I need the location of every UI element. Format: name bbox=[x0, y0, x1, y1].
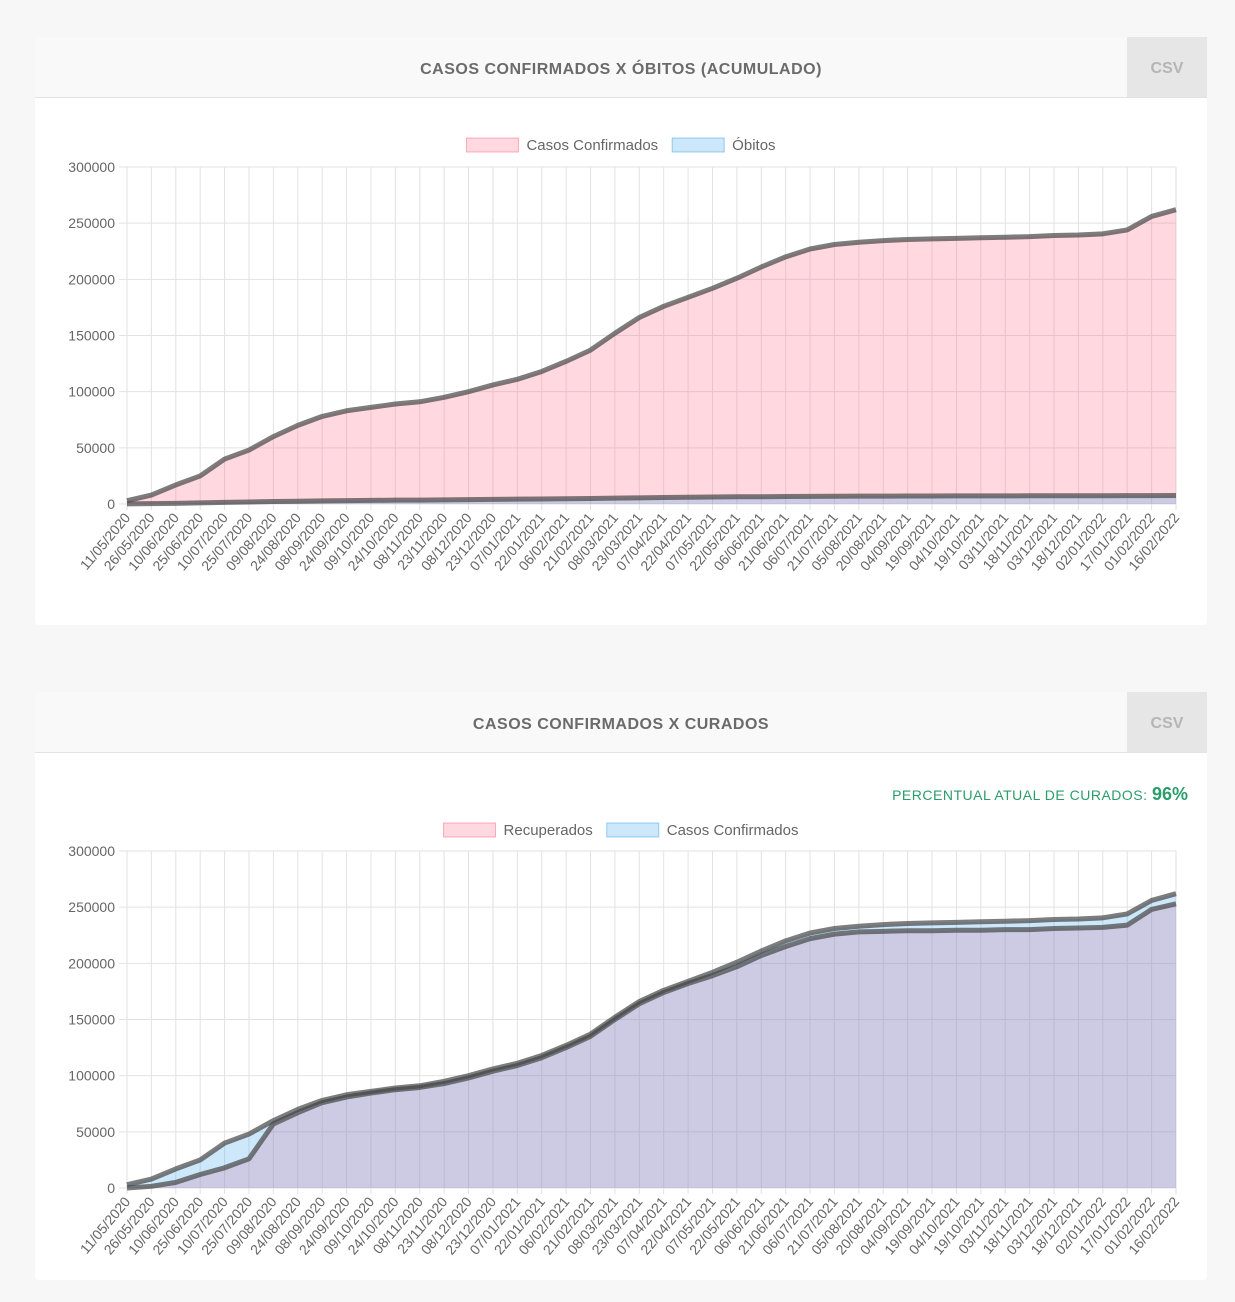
legend-swatch bbox=[671, 137, 725, 153]
csv-button[interactable] bbox=[1127, 37, 1207, 97]
y-tick-label: 300000 bbox=[68, 843, 115, 859]
line bbox=[126, 891, 1177, 1188]
y-tick-label: 0 bbox=[107, 496, 115, 512]
cure-value: 96% bbox=[1152, 784, 1188, 804]
y-tick-label: 100000 bbox=[68, 384, 115, 400]
legend-swatch bbox=[465, 137, 519, 153]
legend: Casos Confirmados Óbitos bbox=[465, 137, 776, 154]
csv-label[interactable]: CSV bbox=[1151, 715, 1184, 732]
csv-label[interactable]: CSV bbox=[1151, 60, 1184, 77]
y-tick-label: 300000 bbox=[68, 159, 115, 175]
y-tick-label: 250000 bbox=[68, 215, 115, 231]
area bbox=[127, 903, 1176, 1188]
card-header bbox=[35, 37, 1207, 97]
y-tick-label: 0 bbox=[107, 1180, 115, 1196]
y-tick-label: 200000 bbox=[68, 271, 115, 287]
area bbox=[127, 893, 1176, 1188]
card-header bbox=[35, 692, 1207, 752]
y-tick-label: 50000 bbox=[76, 1124, 115, 1140]
cure-percent: PERCENTUAL ATUAL DE CURADOS: 96% bbox=[892, 784, 1188, 804]
legend-swatch bbox=[443, 822, 497, 838]
y-tick-label: 150000 bbox=[68, 328, 115, 344]
legend-label: Casos Confirmados bbox=[667, 822, 799, 839]
y-tick-label: 150000 bbox=[68, 1012, 115, 1028]
y-tick-label: 50000 bbox=[76, 440, 115, 456]
chart-title: CASOS CONFIRMADOS X ÓBITOS (ACUMULADO) bbox=[420, 59, 822, 78]
line bbox=[126, 492, 1177, 507]
legend-label: Óbitos bbox=[732, 137, 775, 154]
chart-title: CASOS CONFIRMADOS X CURADOS bbox=[473, 716, 769, 733]
y-tick-label: 250000 bbox=[68, 899, 115, 915]
legend-label: Recuperados bbox=[504, 822, 593, 839]
legend-label: Casos Confirmados bbox=[526, 137, 658, 154]
card-bg bbox=[35, 692, 1207, 1280]
card: CSV CASOS CONFIRMADOS X CURADOS PERCENTU… bbox=[35, 692, 1207, 1280]
area bbox=[127, 209, 1176, 505]
cure-label: PERCENTUAL ATUAL DE CURADOS: bbox=[892, 787, 1147, 803]
y-tick-label: 200000 bbox=[68, 955, 115, 971]
y-tick-label: 100000 bbox=[68, 1068, 115, 1084]
legend: Recuperados Casos Confirmados bbox=[443, 822, 799, 839]
csv-button[interactable] bbox=[1127, 692, 1207, 752]
legend-swatch bbox=[606, 822, 660, 838]
line bbox=[126, 207, 1177, 504]
